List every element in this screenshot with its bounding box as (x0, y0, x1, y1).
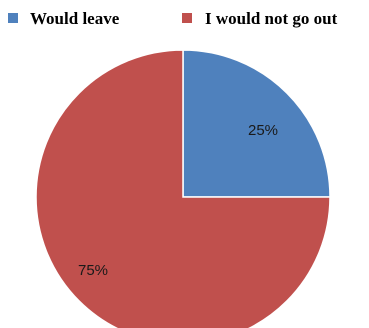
pie-slices (35, 49, 331, 328)
slice-label-would-leave: 25% (248, 122, 278, 139)
pie-slice-would-leave (182, 49, 331, 198)
legend: Would leave I would not go out (8, 9, 338, 28)
slice-label-would-not-go-out: 75% (78, 262, 108, 279)
pie-data-labels: 25% 75% (78, 122, 278, 279)
pie-slice-i-would-not-go-out (35, 49, 331, 328)
legend-swatch-would-leave (8, 13, 18, 23)
legend-swatch-would-not-go-out (182, 13, 192, 23)
legend-label-would-leave: Would leave (30, 9, 120, 28)
legend-label-would-not-go-out: I would not go out (205, 9, 338, 28)
